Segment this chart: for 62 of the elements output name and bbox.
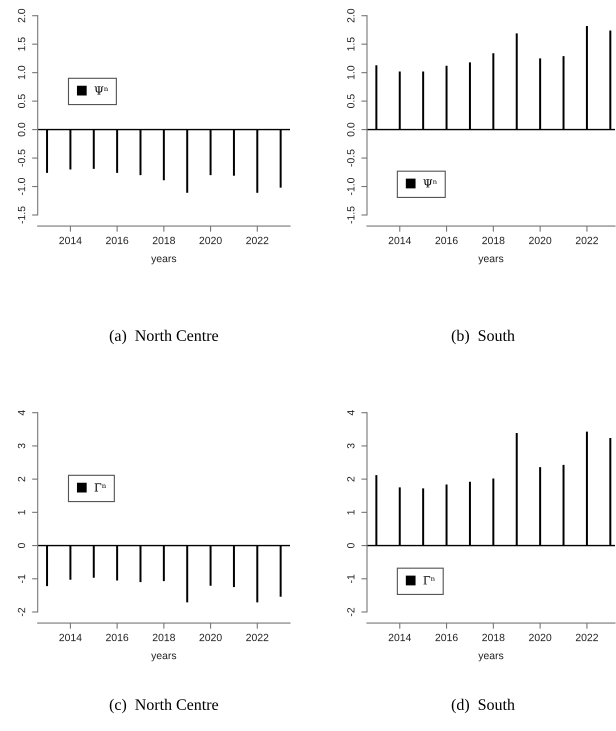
- y-tick-label: 0.0: [347, 122, 355, 136]
- y-tick-label: -0.5: [18, 150, 26, 167]
- x-tick-label: 2014: [388, 634, 412, 642]
- x-tick-label: 2016: [106, 634, 128, 642]
- y-tick-label: 3: [347, 443, 355, 448]
- x-tick-label: 2018: [482, 236, 504, 244]
- x-axis-title: years: [151, 654, 176, 662]
- x-tick-label: 2014: [59, 634, 82, 642]
- y-tick-label: -2: [347, 608, 354, 616]
- y-tick-label: 0: [18, 543, 26, 548]
- y-tick-label: -0.5: [347, 150, 355, 167]
- x-axis-title: years: [478, 654, 504, 662]
- x-tick-label: 2020: [529, 236, 552, 244]
- y-tick-label: 1.5: [347, 37, 355, 51]
- x-tick-label: 2016: [435, 236, 458, 244]
- x-tick-label: 2020: [200, 634, 222, 642]
- legend-label: Γⁿ: [424, 576, 435, 584]
- y-tick-label: 0.0: [18, 122, 26, 136]
- y-tick-label: 2: [18, 476, 26, 482]
- x-tick-label: 2018: [152, 634, 175, 642]
- y-tick-label: -1.0: [347, 178, 355, 196]
- x-tick-label: 2014: [59, 236, 82, 244]
- y-tick-label: -1.5: [347, 206, 355, 224]
- text: (c) North Centre: [110, 698, 218, 714]
- y-tick-label: 1: [347, 510, 354, 514]
- y-tick-label: 2.0: [18, 8, 26, 22]
- x-axis-title: years: [478, 256, 504, 264]
- x-tick-label: 2022: [246, 634, 268, 642]
- x-tick-label: 2018: [482, 634, 504, 642]
- y-tick-label: 2.0: [347, 8, 355, 22]
- y-tick-label: 0.5: [18, 94, 26, 108]
- y-tick-label: 1.0: [18, 66, 26, 80]
- text: (b) South: [452, 330, 515, 344]
- legend-label: Ψⁿ: [94, 86, 108, 94]
- x-tick-label: 2022: [576, 236, 598, 244]
- y-tick-label: 1.5: [18, 37, 26, 51]
- legend-label: Γⁿ: [94, 483, 106, 492]
- x-tick-label: 2018: [152, 236, 175, 244]
- x-tick-label: 2016: [435, 634, 458, 642]
- text: (d) South: [452, 698, 515, 714]
- y-tick-label: -2: [18, 608, 26, 616]
- y-tick-label: -1.0: [18, 178, 26, 196]
- y-tick-label: 2: [347, 476, 354, 482]
- y-tick-label: 0: [347, 543, 355, 548]
- x-tick-label: 2022: [246, 236, 268, 244]
- x-tick-label: 2014: [388, 236, 412, 244]
- y-tick-label: 0.5: [347, 94, 355, 108]
- y-tick-label: -1: [18, 574, 26, 583]
- y-tick-label: 1: [18, 510, 26, 514]
- y-tick-label: 4: [347, 410, 354, 416]
- y-tick-label: 1.0: [347, 66, 355, 80]
- x-axis-title: years: [151, 256, 176, 264]
- x-tick-label: 2016: [106, 236, 128, 244]
- x-tick-label: 2022: [576, 634, 598, 642]
- x-tick-label: 2020: [200, 236, 222, 244]
- text: (a) North Centre: [110, 330, 218, 344]
- y-tick-label: 3: [18, 443, 26, 448]
- legend-label: Ψⁿ: [423, 179, 437, 188]
- x-tick-label: 2020: [529, 634, 552, 642]
- y-tick-label: 4: [18, 410, 26, 416]
- y-tick-label: -1.5: [18, 206, 26, 224]
- y-tick-label: -1: [347, 574, 354, 583]
